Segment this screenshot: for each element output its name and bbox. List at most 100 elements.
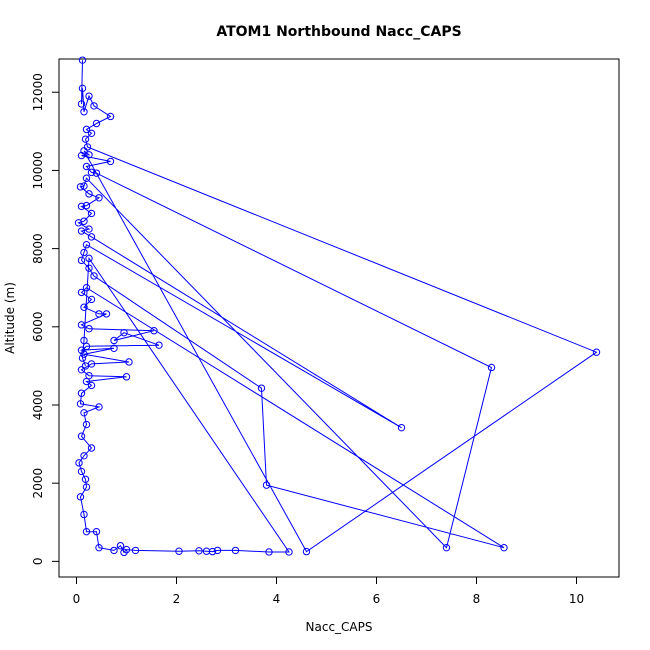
data-point (122, 373, 131, 381)
data-point (81, 475, 90, 483)
data-point (81, 135, 90, 143)
data-point (80, 452, 88, 460)
data-point (397, 423, 406, 432)
data-point (155, 341, 163, 349)
data-point (76, 183, 85, 191)
data-point (82, 483, 91, 491)
series-lines (77, 60, 598, 554)
data-point (77, 346, 86, 354)
data-point (120, 328, 128, 337)
data-point (77, 227, 86, 235)
data-point (80, 350, 88, 358)
data-point (77, 288, 86, 297)
data-point (106, 112, 115, 121)
data-point (77, 432, 86, 440)
y-axis-label: Altitude (m) (3, 282, 17, 354)
data-point (80, 303, 88, 311)
data-point (85, 151, 93, 159)
data-point (150, 327, 158, 335)
data-point (95, 403, 103, 411)
data-point (90, 272, 98, 280)
data-point (262, 481, 271, 489)
data-point (80, 108, 88, 116)
y-tick-label: 12000 (31, 73, 45, 111)
data-point (82, 125, 91, 134)
data-point (85, 92, 93, 100)
data-point (77, 202, 86, 211)
chart-title: ATOM1 Northbound Nacc_CAPS (216, 24, 461, 40)
data-point (125, 358, 133, 366)
data-point (87, 129, 96, 137)
data-point (500, 543, 508, 552)
data-point (131, 546, 140, 555)
data-point (78, 354, 87, 362)
data-point (80, 248, 88, 257)
data-point (82, 162, 91, 171)
x-axis: 0 2 4 6 8 10 (73, 576, 584, 606)
x-tick-label: 10 (569, 592, 584, 606)
data-point (231, 546, 240, 555)
data-point (95, 543, 103, 552)
data-point (77, 151, 86, 160)
data-point (285, 548, 293, 556)
data-point (102, 310, 111, 318)
data-point (92, 119, 101, 128)
data-point (82, 527, 91, 536)
x-tick-label: 6 (373, 592, 381, 606)
data-point (80, 217, 88, 225)
data-point (302, 547, 311, 556)
data-point (213, 546, 222, 555)
series-line (77, 60, 598, 554)
data-point (87, 168, 96, 177)
data-point (87, 444, 96, 452)
data-point (82, 240, 91, 249)
data-point (77, 366, 86, 374)
data-point (77, 389, 86, 397)
data-point (82, 377, 91, 386)
data-point (87, 209, 96, 218)
data-point (75, 459, 83, 467)
x-tick-label: 4 (273, 592, 281, 606)
data-point (76, 493, 85, 501)
data-point (76, 400, 85, 408)
data-point (85, 225, 93, 233)
data-point (175, 547, 183, 555)
data-point (80, 182, 88, 190)
y-tick-label: 2000 (31, 468, 45, 499)
data-point (82, 420, 91, 429)
series-points (74, 56, 601, 557)
y-tick-label: 10000 (31, 151, 45, 189)
data-point (77, 467, 86, 476)
data-point (85, 254, 93, 263)
data-point (195, 547, 203, 555)
data-point (77, 321, 86, 329)
data-point (87, 381, 96, 390)
data-point (80, 336, 88, 345)
x-axis-label: Nacc_CAPS (306, 620, 373, 634)
data-point (80, 510, 88, 519)
data-point (442, 543, 451, 552)
data-point (208, 547, 217, 556)
y-tick-label: 0 (31, 558, 45, 566)
data-point (95, 310, 103, 318)
data-point (85, 264, 93, 272)
y-tick-label: 4000 (31, 390, 45, 421)
data-point (82, 174, 91, 182)
data-point (92, 527, 101, 536)
data-point (487, 363, 496, 372)
data-point (592, 348, 601, 356)
x-tick-label: 8 (473, 592, 481, 606)
data-point (82, 284, 91, 292)
data-point (85, 190, 93, 198)
data-point (80, 409, 88, 417)
data-point (110, 546, 118, 555)
data-point (122, 545, 131, 554)
plot-frame (58, 58, 620, 578)
y-tick-label: 8000 (31, 233, 45, 264)
data-point (77, 256, 86, 265)
data-point (110, 344, 118, 352)
data-point (257, 384, 266, 392)
data-point (90, 102, 98, 110)
data-point (87, 233, 96, 241)
